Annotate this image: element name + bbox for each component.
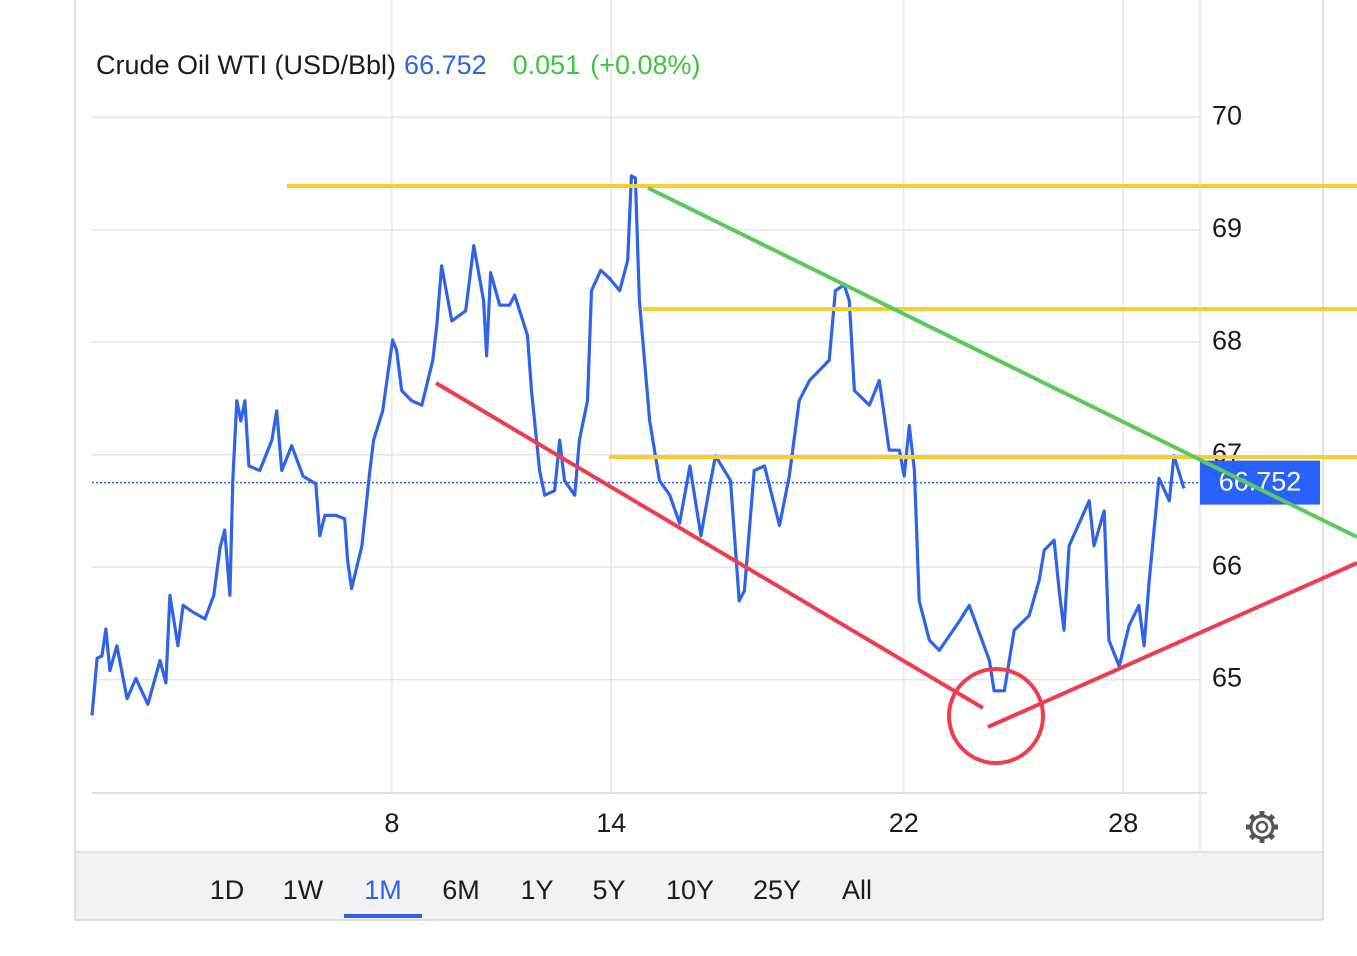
range-button[interactable]: 25Y xyxy=(753,875,801,905)
y-tick-label: 69 xyxy=(1212,213,1242,243)
range-button[interactable]: All xyxy=(842,875,872,905)
range-button[interactable]: 10Y xyxy=(666,875,714,905)
gear-teeth xyxy=(1246,811,1278,843)
y-tick-label: 70 xyxy=(1212,101,1242,131)
gear-hub xyxy=(1255,820,1269,834)
price-line xyxy=(90,174,1186,716)
x-tick-label: 28 xyxy=(1108,808,1138,838)
x-tick-label: 14 xyxy=(596,808,626,838)
chart-header: Crude Oil WTI (USD/Bbl) 66.752 0.051 (+0.08… xyxy=(96,50,701,80)
y-tick-label: 66 xyxy=(1212,550,1242,580)
range-underline xyxy=(344,914,422,918)
range-button[interactable]: 1M xyxy=(364,875,402,905)
gear-ring xyxy=(1249,814,1275,840)
highlight-circle xyxy=(947,667,1045,765)
y-tick-label: 68 xyxy=(1212,325,1242,355)
settings-icon[interactable] xyxy=(1246,811,1278,843)
change-percent: (+0.08%) xyxy=(590,50,700,80)
last-price-label: 66.752 xyxy=(1219,467,1302,497)
range-bar xyxy=(75,852,1323,920)
drawings xyxy=(287,184,1357,765)
range-button[interactable]: 1Y xyxy=(520,875,553,905)
x-tick-label: 8 xyxy=(384,808,399,838)
x-tick-label: 22 xyxy=(889,808,919,838)
trend-line xyxy=(434,381,985,710)
trend-line xyxy=(987,561,1357,729)
range-button[interactable]: 6M xyxy=(442,875,480,905)
y-tick-label: 65 xyxy=(1212,663,1242,693)
change: 0.051 xyxy=(513,50,581,80)
range-button[interactable]: 1W xyxy=(283,875,324,905)
price: 66.752 xyxy=(404,50,487,80)
chart-title: Crude Oil WTI (USD/Bbl) xyxy=(96,50,396,80)
range-button[interactable]: 1D xyxy=(210,875,245,905)
trend-line xyxy=(647,186,1357,539)
range-button[interactable]: 5Y xyxy=(592,875,625,905)
